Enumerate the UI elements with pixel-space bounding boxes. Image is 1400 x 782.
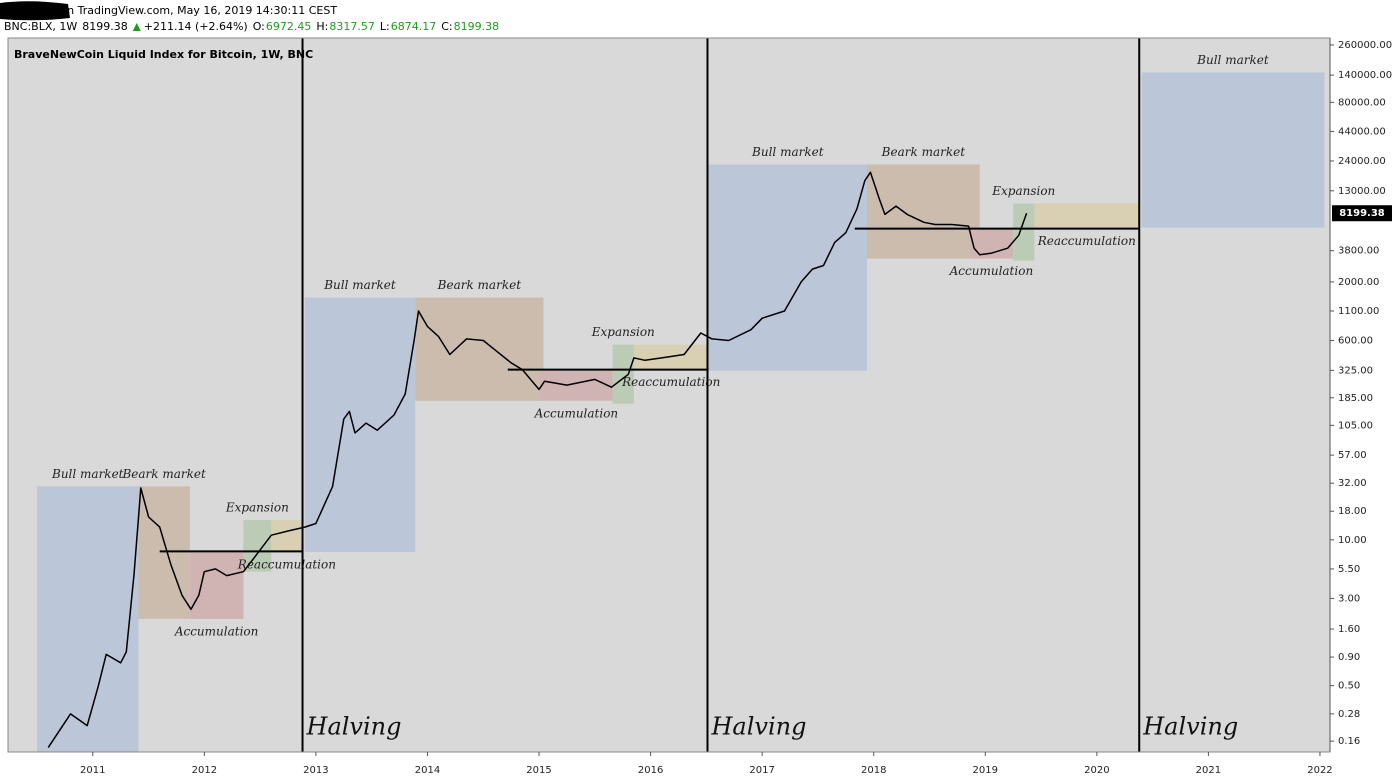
region-label: Bull market [323, 278, 396, 292]
y-tick-label: 24000.00 [1338, 156, 1386, 167]
region [189, 552, 244, 619]
x-tick-label: 2020 [1084, 765, 1109, 776]
region [1141, 72, 1325, 228]
region [1034, 203, 1140, 229]
y-tick-label: 18.00 [1338, 506, 1367, 517]
y-tick-label: 13000.00 [1338, 186, 1386, 197]
y-tick-label: 260000.00 [1338, 40, 1392, 51]
region-label: Accumulation [174, 624, 259, 638]
y-tick-label: 0.16 [1338, 736, 1360, 747]
y-tick-label: 105.00 [1338, 420, 1373, 431]
symbol: BNC:BLX, 1W [4, 20, 77, 33]
region-label: Expansion [991, 184, 1055, 198]
y-tick-label: 32.00 [1338, 478, 1367, 489]
y-tick-label: 3.00 [1338, 593, 1360, 604]
region [969, 228, 1014, 259]
y-tick-label: 5.50 [1338, 564, 1360, 575]
x-tick-label: 2014 [415, 765, 440, 776]
ohlc-key: O: [253, 20, 265, 33]
region-label: Bull market [1196, 53, 1269, 67]
y-tick-label: 140000.00 [1338, 70, 1392, 81]
ohlc-value: 8199.38 [454, 20, 500, 33]
ohlc-key: L: [380, 20, 390, 33]
last-price-marker [1332, 205, 1392, 222]
y-tick-label: 325.00 [1338, 365, 1373, 376]
y-tick-label: 0.28 [1338, 709, 1360, 720]
x-tick-label: 2018 [861, 765, 886, 776]
region-label: Reaccumulation [1037, 234, 1136, 248]
last-price: 8199.38 [82, 20, 128, 33]
y-tick-label: 1100.00 [1338, 306, 1379, 317]
region [138, 486, 190, 619]
ohlc-value: 6972.45 [266, 20, 312, 33]
last-price-label: 8199.38 [1339, 208, 1385, 219]
y-tick-label: 0.90 [1338, 652, 1360, 663]
region-label: Reaccumulation [237, 557, 336, 571]
x-tick-label: 2017 [749, 765, 774, 776]
x-tick-label: 2013 [303, 765, 328, 776]
published-note: Published on TradingView.com, May 16, 20… [4, 4, 337, 17]
region-label: Bull market [751, 145, 824, 159]
x-tick-label: 2019 [973, 765, 998, 776]
halving-label: Halving [1142, 713, 1238, 741]
region [708, 164, 868, 371]
region [271, 520, 303, 552]
x-tick-label: 2012 [192, 765, 217, 776]
region [304, 297, 416, 552]
y-tick-label: 2000.00 [1338, 277, 1379, 288]
y-tick-label: 10.00 [1338, 535, 1367, 546]
ohlc-value: 6874.17 [391, 20, 437, 33]
region-label: Accumulation [534, 406, 619, 420]
region-label: Bull market [51, 467, 124, 481]
region-label: Accumulation [949, 264, 1034, 278]
change: +211.14 (+2.64%) [144, 20, 248, 33]
y-tick-label: 185.00 [1338, 393, 1373, 404]
region-label: Beark market [437, 278, 522, 292]
plot-area [8, 38, 1330, 752]
halving-label: Halving [306, 713, 402, 741]
y-tick-label: 44000.00 [1338, 126, 1386, 137]
region-label: Beark market [881, 145, 966, 159]
region [243, 520, 272, 572]
y-tick-label: 0.50 [1338, 681, 1360, 692]
ohlc-value: 8317.57 [329, 20, 375, 33]
region [540, 369, 613, 401]
region-label: Expansion [591, 325, 655, 339]
region-label: Reaccumulation [621, 375, 720, 389]
y-tick-label: 57.00 [1338, 450, 1367, 461]
up-arrow [132, 23, 141, 31]
x-tick-label: 2022 [1307, 765, 1332, 776]
region [415, 297, 544, 401]
ohlc-key: C: [441, 20, 452, 33]
redaction [0, 1, 70, 21]
ohlc-key: H: [316, 20, 328, 33]
x-tick-label: 2016 [638, 765, 663, 776]
region [612, 344, 634, 404]
region [1013, 203, 1035, 261]
region [37, 486, 139, 752]
region-label: Beark market [121, 467, 206, 481]
price-line [47, 171, 1028, 749]
y-tick-label: 3800.00 [1338, 246, 1379, 257]
y-tick-label: 600.00 [1338, 336, 1373, 347]
symbol-line: BNC:BLX, 1W 8199.38 +211.14 (+2.64%) O: 6972… [4, 20, 499, 33]
x-tick-label: 2011 [80, 765, 105, 776]
region-label: Expansion [225, 501, 289, 515]
x-tick-label: 2021 [1196, 765, 1221, 776]
chart-title: BraveNewCoin Liquid Index for Bitcoin, 1… [14, 48, 313, 61]
halving-label: Halving [710, 713, 806, 741]
x-tick-label: 2015 [526, 765, 551, 776]
y-tick-label: 80000.00 [1338, 97, 1386, 108]
region [867, 164, 980, 259]
y-tick-label: 1.60 [1338, 624, 1360, 635]
